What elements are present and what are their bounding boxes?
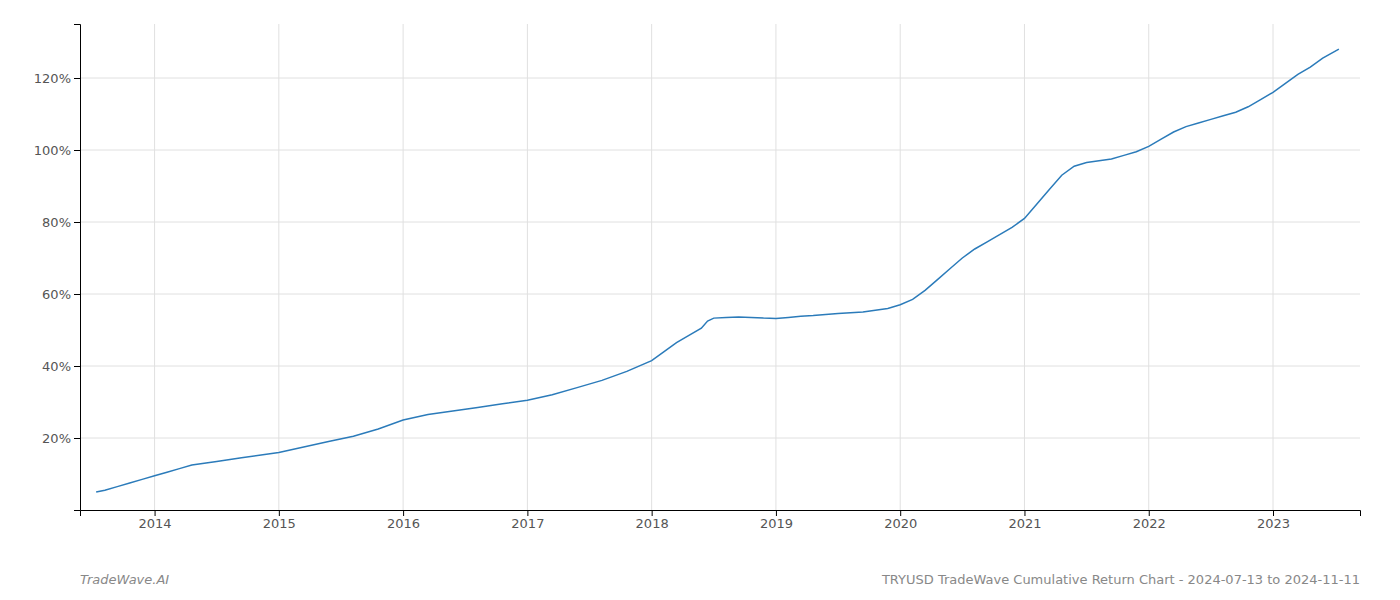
tick-mark (74, 78, 80, 79)
tick-mark (776, 510, 777, 516)
tick-mark (279, 510, 280, 516)
tick-label: 120% (34, 71, 71, 86)
tick-mark (74, 222, 80, 223)
grid-line (80, 294, 1360, 295)
tick: 60% (42, 287, 80, 302)
line (96, 49, 1339, 492)
tick: 2014 (139, 510, 172, 531)
title: TRYUSD TradeWave Cumulative Return Chart… (881, 572, 1360, 587)
axis-line (81, 511, 1361, 517)
grid-line (900, 24, 901, 510)
tick-mark (527, 510, 528, 516)
grid-line (154, 24, 155, 510)
tick-mark (1149, 510, 1150, 516)
grid-line (80, 222, 1360, 223)
grid-line (651, 24, 652, 510)
grid-line (527, 24, 528, 510)
tick-mark (1273, 510, 1274, 516)
tick: 100% (34, 143, 80, 158)
grid-line (1024, 24, 1025, 510)
tick-mark (900, 510, 901, 516)
tick: 2016 (387, 510, 420, 531)
tick-mark (74, 294, 80, 295)
axis-line (74, 25, 81, 511)
tick-label: 20% (42, 431, 71, 446)
tick: 2023 (1257, 510, 1290, 531)
tick-label: 40% (42, 359, 71, 374)
y-axis: 20% 40% 60% 80% 100% 120% (34, 25, 81, 511)
tick-mark (403, 510, 404, 516)
tick: 2019 (760, 510, 793, 531)
grid-line (80, 78, 1360, 79)
tick-label: 100% (34, 143, 71, 158)
tick: 2015 (263, 510, 296, 531)
tick-label: 80% (42, 215, 71, 230)
tick-mark (74, 150, 80, 151)
tick-label: 2023 (1257, 516, 1290, 531)
tick-label: 2020 (884, 516, 917, 531)
tick: 2017 (511, 510, 544, 531)
tick-mark (1024, 510, 1025, 516)
tick: 40% (42, 359, 80, 374)
grid-line (1148, 24, 1149, 510)
marks (96, 49, 1339, 492)
grid-line (1273, 24, 1274, 510)
tick-label: 2022 (1133, 516, 1166, 531)
tick-label: 2014 (139, 516, 172, 531)
tick: 20% (42, 431, 80, 446)
tick-mark (155, 510, 156, 516)
tick: 2020 (884, 510, 917, 531)
chart: 2014 2015 2016 2017 2018 2019 2020 2021 2022 2023… (0, 0, 1400, 600)
grid (80, 24, 1360, 510)
tick-label: 2018 (636, 516, 669, 531)
tick: 2022 (1133, 510, 1166, 531)
grid-line (80, 438, 1360, 439)
tick-label: 2015 (263, 516, 296, 531)
plot: 2014 2015 2016 2017 2018 2019 2020 2021 2022 2023… (34, 24, 1361, 531)
tick-mark (652, 510, 653, 516)
watermark: TradeWave.AI (80, 572, 169, 587)
tick-label: 60% (42, 287, 71, 302)
tick-label: 2021 (1008, 516, 1041, 531)
grid-line (775, 24, 776, 510)
tick-label: 2016 (387, 516, 420, 531)
tick-mark (74, 366, 80, 367)
tick-label: 2017 (511, 516, 544, 531)
x-axis: 2014 2015 2016 2017 2018 2019 2020 2021 2022 2023 (81, 510, 1361, 531)
grid-line (278, 24, 279, 510)
grid-line (80, 366, 1360, 367)
tick: 2018 (636, 510, 669, 531)
grid-line (403, 24, 404, 510)
tick-label: 2019 (760, 516, 793, 531)
grid-line (80, 150, 1360, 151)
tick: 80% (42, 215, 80, 230)
tick: 2021 (1008, 510, 1041, 531)
tick-mark (74, 438, 80, 439)
tick: 120% (34, 71, 80, 86)
